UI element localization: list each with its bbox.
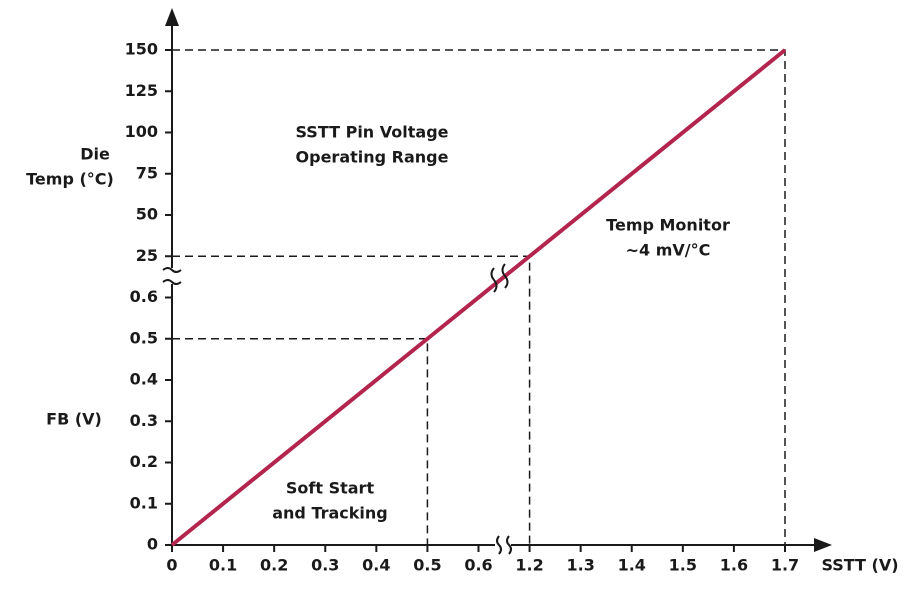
annotation: SSTT Pin Voltage bbox=[296, 123, 449, 142]
y-tick-label: 100 bbox=[125, 122, 158, 141]
y-arrow bbox=[165, 8, 179, 26]
y-label-lower: FB (V) bbox=[46, 410, 102, 429]
y-tick-label: 0.4 bbox=[130, 370, 158, 389]
x-tick-label: 0.3 bbox=[311, 556, 339, 575]
x-tick-label: 1.4 bbox=[618, 556, 646, 575]
y-tick-label: 0.6 bbox=[130, 287, 158, 306]
line-break bbox=[490, 263, 509, 293]
y-tick-label: 0.1 bbox=[130, 493, 158, 512]
y-tick-label: 0.2 bbox=[130, 452, 158, 471]
x-tick-label: 0.1 bbox=[209, 556, 237, 575]
y-tick-label: 150 bbox=[125, 40, 158, 59]
x-tick-label: 0.2 bbox=[260, 556, 288, 575]
y-tick-label: 75 bbox=[136, 163, 158, 182]
y-label-upper-line: Temp (°C) bbox=[26, 170, 114, 189]
x-tick-label: 0.5 bbox=[413, 556, 441, 575]
x-tick-label: 0.6 bbox=[464, 556, 492, 575]
x-tick-label: 0 bbox=[166, 556, 177, 575]
annotation: Operating Range bbox=[296, 148, 449, 167]
x-tick-label: 1.5 bbox=[669, 556, 697, 575]
x-tick-label: 1.2 bbox=[515, 556, 543, 575]
y-break bbox=[162, 267, 182, 285]
x-label: SSTT (V) bbox=[821, 556, 898, 575]
x-arrow bbox=[814, 538, 832, 552]
guide-line bbox=[172, 338, 429, 545]
y-label-upper-line: Die bbox=[80, 145, 110, 164]
annotation: Soft Start bbox=[286, 479, 375, 498]
x-tick-label: 0.4 bbox=[362, 556, 390, 575]
annotation: and Tracking bbox=[272, 504, 388, 523]
y-tick-label: 50 bbox=[136, 205, 158, 224]
annotation: Temp Monitor bbox=[606, 216, 730, 235]
y-tick-label: 125 bbox=[125, 81, 158, 100]
x-break bbox=[496, 535, 512, 555]
x-tick-label: 1.3 bbox=[566, 556, 594, 575]
y-tick-label: 0.5 bbox=[130, 328, 158, 347]
y-tick-label: 0 bbox=[147, 535, 158, 554]
x-tick-label: 1.6 bbox=[720, 556, 748, 575]
y-tick-label: 25 bbox=[136, 246, 158, 265]
y-tick-label: 0.3 bbox=[130, 411, 158, 430]
annotation: ~4 mV/°C bbox=[626, 241, 711, 260]
x-tick-label: 1.7 bbox=[771, 556, 799, 575]
data-line bbox=[170, 48, 787, 547]
